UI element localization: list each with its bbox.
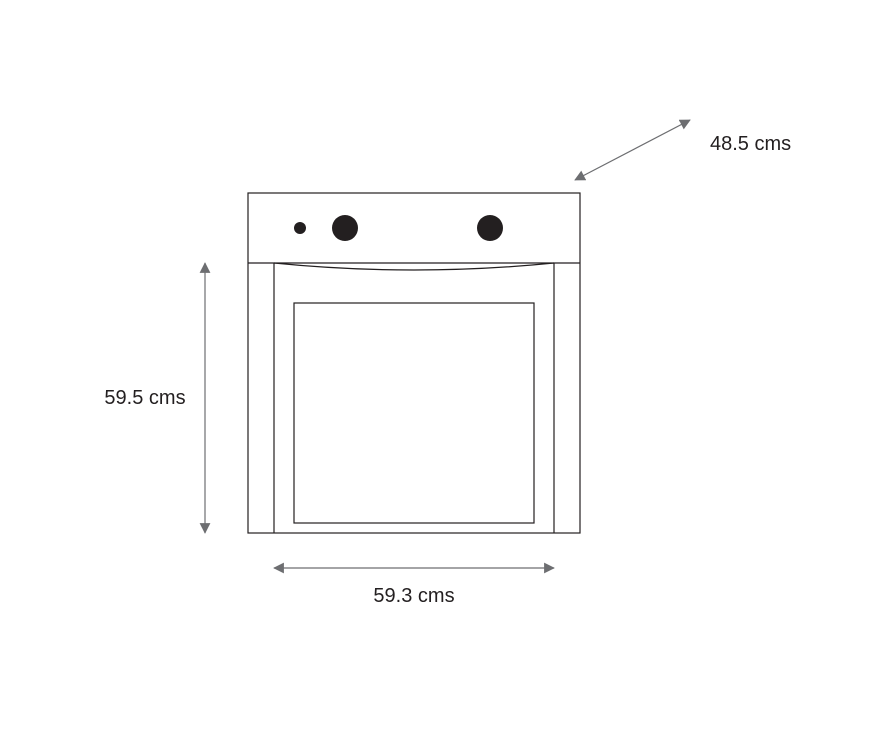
height-label: 59.5 cms	[104, 387, 185, 409]
oven-dimension-diagram: 59.5 cms 59.3 cms 48.5 cms	[0, 0, 893, 753]
width-label: 59.3 cms	[373, 585, 454, 607]
depth-label: 48.5 cms	[710, 133, 791, 155]
oven-outline	[248, 193, 580, 533]
